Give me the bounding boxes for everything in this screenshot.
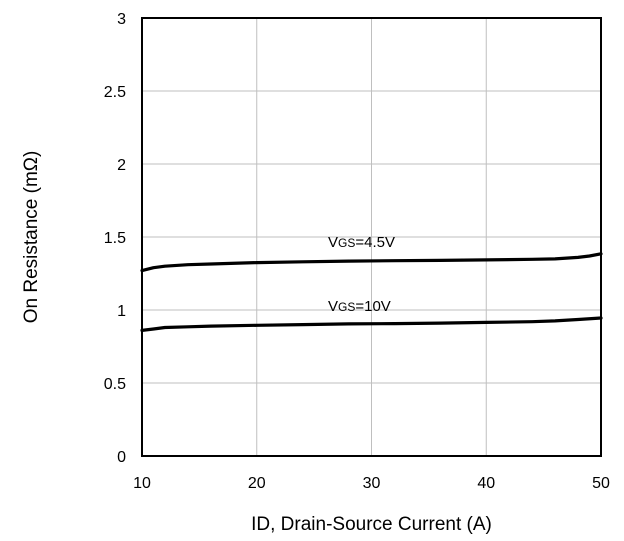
- x-axis-label: ID, Drain-Source Current (A): [251, 514, 492, 535]
- x-tick-label: 30: [363, 475, 381, 492]
- y-tick-label: 1.5: [104, 230, 126, 247]
- x-tick-label: 20: [248, 475, 266, 492]
- series-line: [140, 316, 603, 332]
- series-labels: VGS=4.5V VGS=10V: [328, 234, 395, 315]
- x-tick-label: 40: [477, 475, 495, 492]
- tick-labels: 0 0.5 1 1.5 2 2.5 3 10 20 30 40 50: [104, 11, 610, 492]
- x-tick-label: 10: [133, 475, 151, 492]
- y-tick-label: 1: [117, 303, 126, 320]
- y-tick-label: 0: [117, 449, 126, 466]
- y-axis-label: On Resistance (mΩ): [21, 151, 42, 324]
- y-tick-label: 3: [117, 11, 126, 28]
- plot-frame: [141, 17, 602, 457]
- series-line: [140, 252, 603, 273]
- series-lines: [140, 252, 603, 332]
- series-label: VGS=4.5V: [328, 234, 395, 251]
- y-tick-label: 2: [117, 157, 126, 174]
- x-tick-label: 50: [592, 475, 610, 492]
- series-label: VGS=10V: [328, 298, 391, 315]
- grid-lines: [142, 18, 601, 456]
- y-tick-label: 2.5: [104, 84, 126, 101]
- y-tick-label: 0.5: [104, 376, 126, 393]
